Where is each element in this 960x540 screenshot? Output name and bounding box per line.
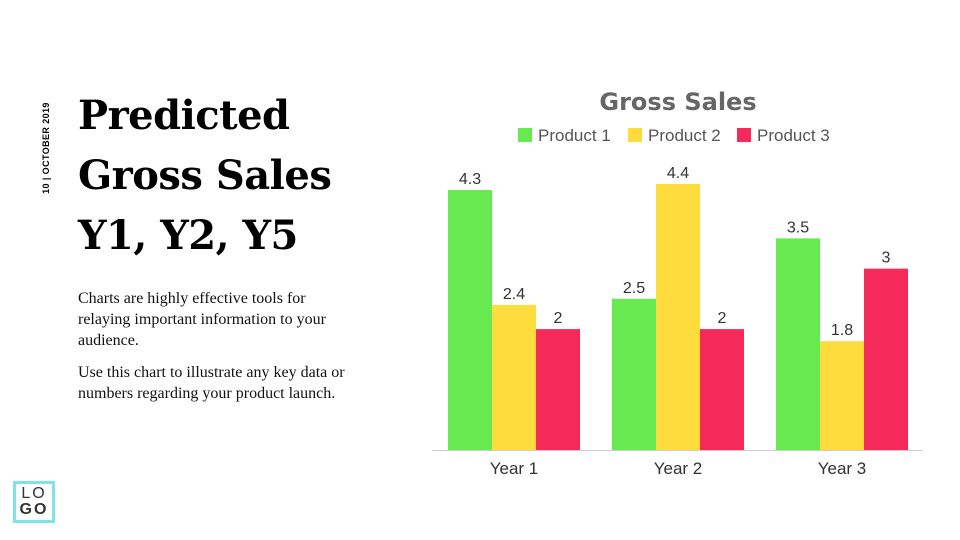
date-text: 10 | OCTOBER 2019 bbox=[41, 102, 51, 194]
data-label-year1-product1: 4.3 bbox=[459, 171, 481, 188]
title-line-2: Gross Sales bbox=[78, 152, 332, 199]
body-paragraph-1: Charts are highly effective tools for re… bbox=[78, 290, 326, 349]
data-label-year1-product2: 2.4 bbox=[503, 286, 525, 303]
bar-year3-product3 bbox=[864, 268, 908, 450]
data-label-year3-product3: 3 bbox=[882, 250, 891, 267]
title-line-1: Predicted bbox=[78, 92, 290, 139]
bar-year2-product3 bbox=[700, 329, 744, 450]
legend-swatch-2 bbox=[628, 128, 642, 142]
logo: LO GO bbox=[13, 481, 55, 523]
x-tick-label-2: Year 2 bbox=[654, 459, 703, 478]
data-label-year3-product1: 3.5 bbox=[787, 219, 809, 236]
slide-body: Charts are highly effective tools for re… bbox=[78, 288, 348, 415]
title-line-3: Y1, Y2, Y5 bbox=[78, 212, 298, 259]
logo-text-top: LO bbox=[21, 485, 47, 502]
bar-year2-product1 bbox=[612, 298, 656, 450]
x-tick-label-1: Year 1 bbox=[490, 459, 539, 478]
logo-text-bottom: GO bbox=[19, 501, 49, 518]
legend-swatch-1 bbox=[518, 128, 532, 142]
data-label-year3-product2: 1.8 bbox=[831, 322, 853, 339]
data-label-year1-product3: 2 bbox=[554, 310, 563, 327]
legend-swatch-3 bbox=[737, 128, 751, 142]
data-label-year2-product3: 2 bbox=[718, 310, 727, 327]
legend-label-3: Product 3 bbox=[757, 126, 830, 145]
legend-label-2: Product 2 bbox=[648, 126, 721, 145]
legend-label-1: Product 1 bbox=[538, 126, 611, 145]
bar-year3-product2 bbox=[820, 341, 864, 450]
body-paragraph-2: Use this chart to illustrate any key dat… bbox=[78, 364, 345, 402]
data-label-year2-product1: 2.5 bbox=[623, 280, 645, 297]
gross-sales-chart: Gross Sales Product 1 Product 2 Product 3 4.… bbox=[432, 88, 922, 478]
bar-year2-product2 bbox=[656, 184, 700, 450]
slide-date: 10 | OCTOBER 2019 bbox=[40, 98, 52, 198]
x-tick-label-3: Year 3 bbox=[818, 459, 867, 478]
bar-year1-product1 bbox=[448, 190, 492, 450]
bar-year1-product3 bbox=[536, 329, 580, 450]
slide-title: Predicted Gross Sales Y1, Y2, Y5 bbox=[78, 86, 378, 266]
data-label-year2-product2: 4.4 bbox=[667, 165, 689, 182]
bar-year3-product1 bbox=[776, 238, 820, 450]
chart-title: Gross Sales bbox=[599, 88, 756, 116]
bar-year1-product2 bbox=[492, 304, 536, 450]
